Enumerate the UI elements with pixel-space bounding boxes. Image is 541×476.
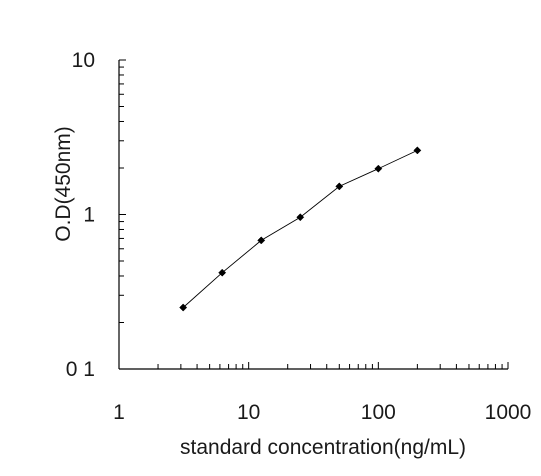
data-point-marker (179, 303, 188, 312)
axes (118, 60, 508, 370)
x-tick-label: 100 (361, 401, 396, 424)
x-tick-label: 10 (237, 401, 260, 424)
x-tick-label: 1000 (485, 401, 532, 424)
data-point-marker (257, 236, 266, 245)
data-point-marker (218, 268, 227, 277)
tick-labels: 1 10 100 1000 0 1 1 10 (66, 49, 532, 424)
data-point-marker (296, 213, 305, 222)
series-line (182, 149, 418, 308)
y-tick-label: 0 1 (66, 358, 95, 381)
y-tick-label: 1 (83, 204, 95, 227)
data-point-marker (335, 182, 344, 191)
x-tick-label: 1 (113, 401, 125, 424)
y-tick-label: 10 (72, 49, 95, 72)
x-axis-title: standard concentration(ng/mL) (180, 436, 466, 459)
y-axis-title: O.D(450nm) (52, 126, 75, 242)
data-point-marker (374, 164, 383, 173)
data-series (179, 146, 422, 312)
axis-ticks (118, 59, 509, 370)
data-point-marker (413, 146, 422, 155)
